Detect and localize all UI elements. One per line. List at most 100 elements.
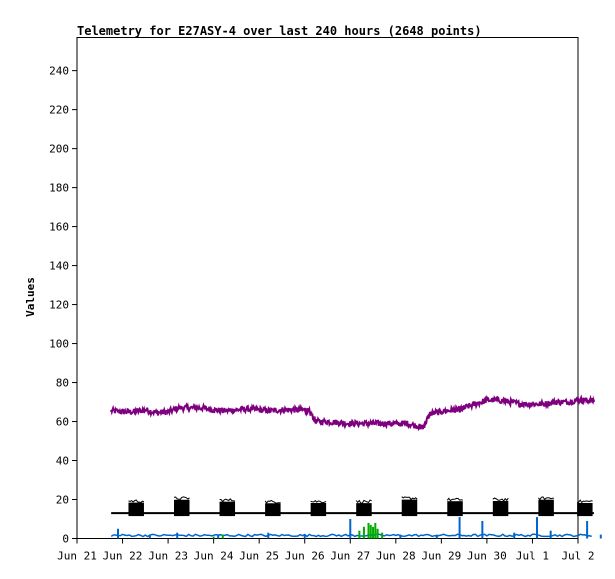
plot-frame	[76, 37, 579, 539]
burst-block	[310, 502, 327, 517]
data-point	[315, 420, 318, 423]
burst-block	[265, 503, 281, 517]
x-tick-label: Jun 30	[467, 550, 507, 563]
data-point	[394, 422, 397, 425]
data-point	[583, 399, 586, 402]
data-point	[520, 402, 523, 405]
burst-edge	[492, 497, 509, 502]
y-tick-label: 80	[56, 377, 69, 390]
x-axis: Jun 21 Jun 22 Jun 23 Jun 24 Jun 25 Jun 26 Jun …	[57, 538, 595, 563]
data-point	[349, 422, 352, 425]
burst-edge	[355, 499, 372, 504]
data-point	[577, 399, 579, 402]
y-tick-label: 60	[56, 416, 69, 429]
series-baseline	[110, 533, 592, 538]
y-axis-label: Values	[24, 277, 37, 317]
burst-edge	[173, 496, 190, 500]
x-tick-label: Jun 26	[285, 550, 325, 563]
y-tick-label: 120	[49, 299, 69, 312]
data-point	[383, 422, 386, 425]
data-point	[178, 406, 181, 409]
y-tick-label: 240	[49, 65, 69, 78]
data-point	[372, 422, 375, 425]
y-tick-label: 100	[49, 338, 69, 351]
data-point	[292, 408, 295, 411]
x-tick-label: Jun 21	[57, 550, 97, 563]
data-point	[417, 425, 420, 428]
burst-block	[447, 501, 463, 517]
y-tick-label: 40	[56, 455, 69, 468]
data-point	[144, 408, 147, 411]
data-point	[565, 401, 568, 404]
data-point	[308, 410, 311, 413]
burst-edge	[264, 499, 281, 504]
burst-block	[538, 499, 554, 517]
burst-edge	[219, 498, 236, 503]
x-tick-label: Jun 22	[103, 550, 143, 563]
data-point	[497, 399, 500, 402]
y-tick-label: 140	[49, 260, 69, 273]
burst-edge	[576, 499, 593, 504]
burst-edge	[310, 500, 327, 504]
data-point	[531, 402, 534, 405]
y-tick-label: 200	[49, 143, 69, 156]
burst-edge	[538, 496, 554, 501]
data-point	[440, 410, 443, 413]
series-0	[110, 394, 595, 432]
burst-edge	[128, 499, 145, 504]
data-point	[121, 410, 124, 413]
series-layer	[110, 394, 602, 539]
x-tick-label: Jun 27	[330, 550, 370, 563]
burst-edge	[401, 496, 418, 501]
x-tick-label: Jun 29	[421, 550, 461, 563]
x-tick-label: Jun 25	[239, 550, 279, 563]
data-point	[360, 422, 363, 425]
x-tick-label: Jun 28	[376, 550, 416, 563]
data-point	[592, 400, 595, 403]
series-1	[111, 496, 594, 517]
data-point	[542, 402, 545, 405]
data-point	[110, 409, 113, 412]
x-tick-label: Jul 2	[561, 550, 594, 563]
burst-block	[577, 502, 593, 517]
data-point	[458, 408, 461, 411]
data-point	[422, 426, 425, 429]
burst-block	[128, 502, 144, 517]
chart-title: Telemetry for E27ASY-4 over last 240 hou…	[77, 24, 482, 38]
data-point	[406, 422, 409, 425]
data-point	[246, 407, 249, 410]
x-tick-label: Jun 23	[148, 550, 188, 563]
data-point	[451, 408, 454, 411]
burst-block	[492, 500, 509, 517]
data-point	[326, 420, 329, 423]
data-point	[269, 409, 272, 412]
data-point	[258, 408, 261, 411]
data-point	[132, 410, 135, 413]
data-point	[235, 408, 238, 411]
x-tick-label: Jul 1	[516, 550, 549, 563]
data-point	[189, 406, 192, 409]
y-tick-label: 0	[62, 533, 69, 546]
y-tick-label: 20	[56, 494, 69, 507]
x-tick-label: Jun 24	[194, 550, 234, 563]
series-2	[110, 517, 602, 539]
data-point	[212, 408, 215, 411]
burst-edge	[446, 497, 463, 502]
y-axis: 0 20 40 60 80 100 120 140 160 180 200 220 240	[49, 65, 77, 546]
data-point	[463, 406, 466, 409]
data-point	[303, 408, 306, 411]
data-point	[280, 408, 283, 411]
data-point	[508, 401, 511, 404]
data-point	[554, 401, 557, 404]
data-point	[201, 406, 204, 409]
data-point	[155, 411, 158, 414]
burst-block	[219, 501, 236, 517]
series-3	[212, 522, 384, 539]
data-point	[337, 421, 340, 424]
data-point	[167, 410, 170, 413]
y-tick-label: 220	[49, 104, 69, 117]
data-point	[224, 409, 227, 412]
data-point	[485, 399, 488, 402]
y-tick-label: 160	[49, 221, 69, 234]
